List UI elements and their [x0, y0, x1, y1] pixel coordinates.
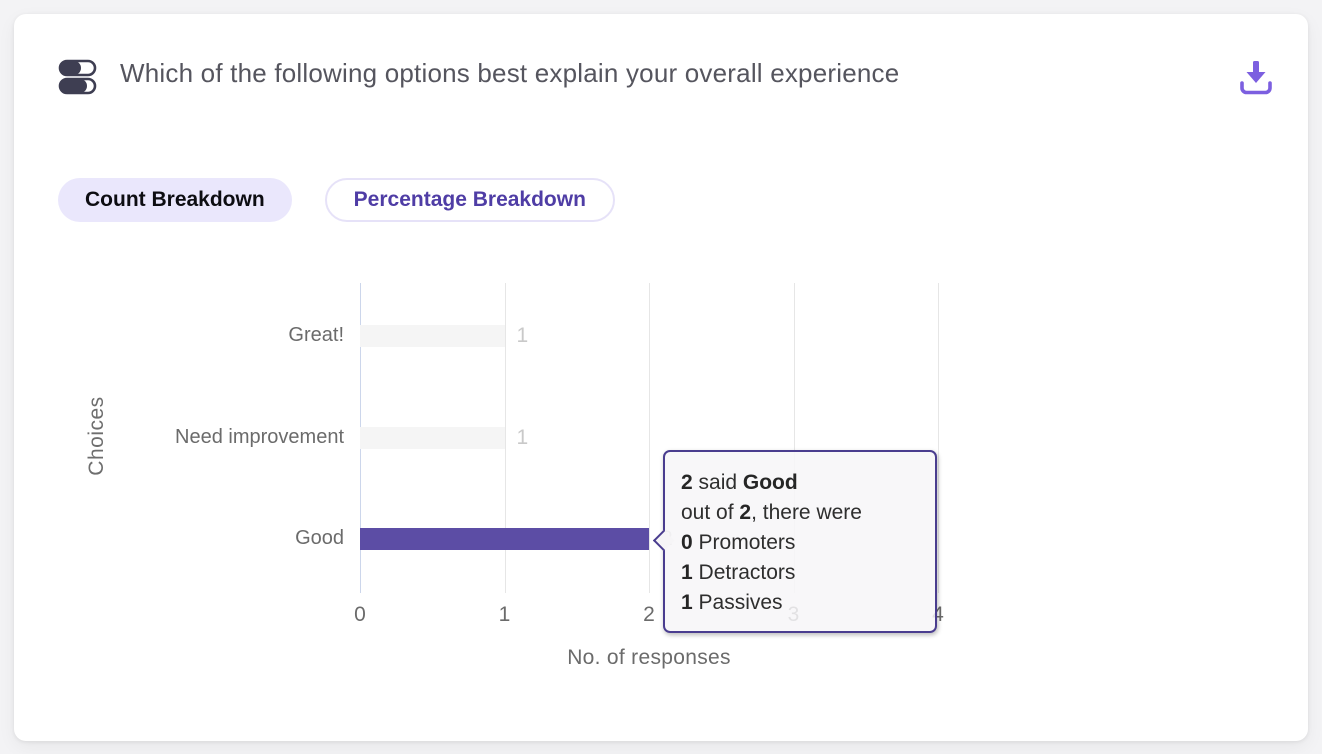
gridline [793, 283, 795, 593]
download-icon [1237, 61, 1275, 101]
toggle-options-icon [58, 58, 98, 101]
download-button[interactable] [1236, 56, 1276, 100]
tooltip-line: 2 said Good [681, 471, 798, 494]
gridline [504, 283, 506, 593]
chart-tooltip: 2 said Good out of 2, there were 0 Promote… [652, 450, 937, 633]
bar-great[interactable] [360, 325, 505, 347]
category-label: Good [295, 527, 344, 549]
tooltip-text: 2 said Good out of 2, there were 0 Promote… [665, 452, 935, 618]
tab-count-label: Count Breakdown [85, 188, 265, 211]
breakdown-tabs: Count Breakdown Percentage Breakdown [58, 178, 615, 232]
tab-percentage-breakdown[interactable]: Percentage Breakdown [324, 178, 615, 222]
tooltip-line: out of 2, there were [681, 501, 862, 524]
x-axis-title: No. of responses [567, 646, 731, 669]
category-label: Great! [288, 324, 344, 346]
tab-percentage-label: Percentage Breakdown [353, 188, 586, 211]
tab-count-breakdown[interactable]: Count Breakdown [58, 178, 292, 232]
gridline [649, 283, 650, 593]
category-label: Need improvement [175, 426, 344, 448]
x-tick-label: 2 [643, 603, 655, 626]
gridline [938, 283, 939, 593]
x-tick-label: 0 [354, 603, 366, 626]
bar-value-label: 1 [516, 426, 529, 449]
x-tick-label: 1 [498, 603, 511, 626]
y-axis-title: Choices [85, 396, 108, 476]
x-tick-label: 4 [932, 603, 944, 626]
bar-need-improvement[interactable] [360, 427, 505, 449]
bar-good[interactable] [360, 528, 649, 550]
category-axis-labels: Great! Need improvement Good [44, 283, 344, 593]
tooltip-line: 1 Detractors [681, 561, 796, 584]
tooltip-line: 1 Passives [681, 591, 783, 614]
bar-value-label: 1 [516, 324, 529, 347]
tooltip-line: 0 Promoters [681, 531, 796, 554]
question-analytics-card: Which of the following options best expl… [14, 14, 1308, 741]
question-title: Which of the following options best expl… [120, 58, 900, 88]
